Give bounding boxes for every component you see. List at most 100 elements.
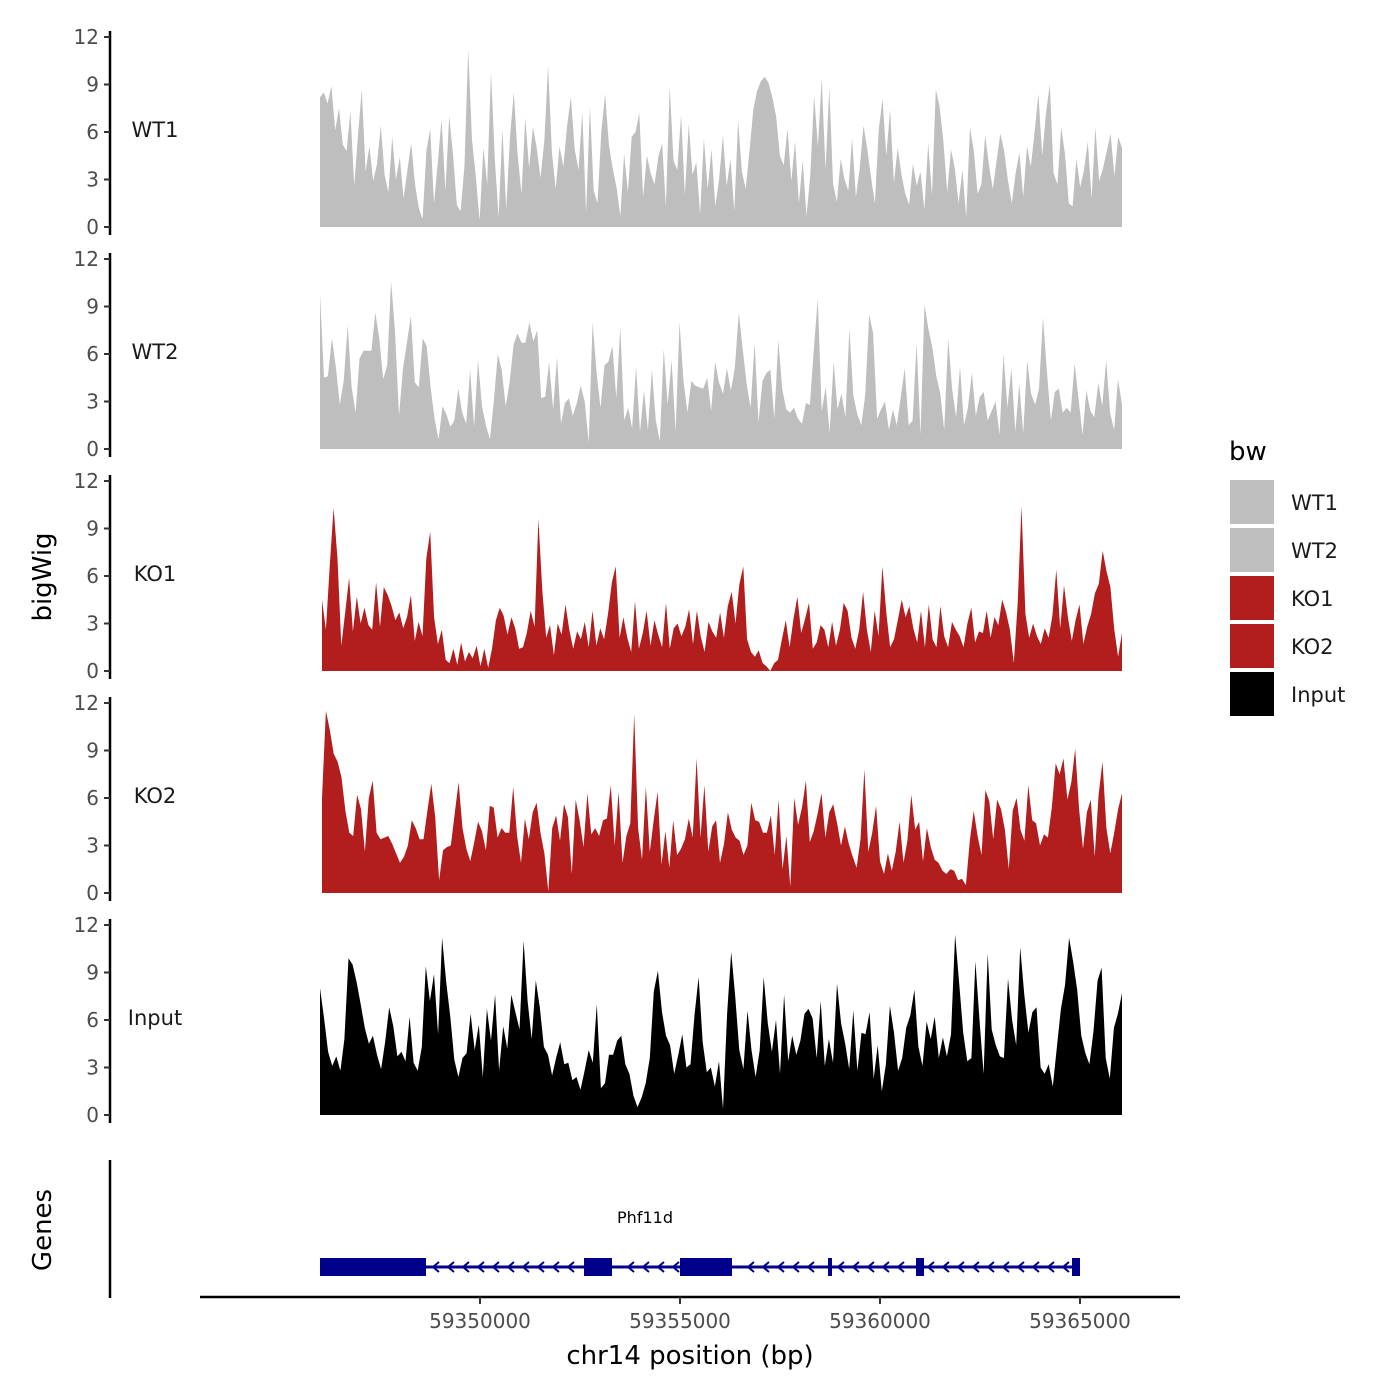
signal-tracks: 0 3 6 9 12 WT1 0 3 6 9 12 WT2 0 3 6 9 12 KO1 0 3 6 9 12 KO2 0 3 6 9…	[74, 25, 1122, 1127]
track-wt1-tick-label-0: 0	[86, 215, 99, 239]
track-input: 0 3 6 9 12 Input	[74, 913, 1122, 1127]
legend-label-wt1: WT1	[1291, 491, 1338, 515]
strand-arrow-icon	[1001, 1261, 1010, 1273]
track-ko1-label: KO1	[134, 562, 177, 586]
strand-arrow-icon	[1016, 1261, 1025, 1273]
strand-arrow-icon	[851, 1261, 860, 1273]
genes-axis-title: Genes	[28, 1189, 58, 1271]
track-ko1-tick-label-6: 6	[86, 564, 99, 588]
strand-arrow-icon	[506, 1261, 515, 1273]
strand-arrow-icon	[941, 1261, 950, 1273]
strand-arrow-icon	[656, 1261, 665, 1273]
legend-swatch-ko1	[1230, 576, 1274, 620]
strand-arrow-icon	[536, 1261, 545, 1273]
strand-arrow-icon	[806, 1261, 815, 1273]
track-ko2-tick-label-12: 12	[74, 691, 99, 715]
gene-phf11d: Phf11d	[320, 1208, 1080, 1276]
track-wt2-tick-label-6: 6	[86, 342, 99, 366]
strand-arrow-icon	[791, 1261, 800, 1273]
strand-arrow-icon	[551, 1261, 560, 1273]
strand-arrow-icon	[671, 1261, 680, 1273]
x-tick-label-59365000: 59365000	[1029, 1309, 1131, 1333]
track-ko2: 0 3 6 9 12 KO2	[74, 691, 1122, 905]
gene-exon-1	[320, 1258, 388, 1276]
strand-arrow-icon	[1031, 1261, 1040, 1273]
legend-swatch-input	[1230, 672, 1274, 716]
track-input-tick-label-6: 6	[86, 1008, 99, 1032]
track-ko1: 0 3 6 9 12 KO1	[74, 469, 1122, 683]
strand-arrow-icon	[761, 1261, 770, 1273]
track-ko2-tick-label-6: 6	[86, 786, 99, 810]
gene-exon-4	[680, 1258, 732, 1276]
strand-arrow-icon	[1061, 1261, 1070, 1273]
track-wt1-label: WT1	[132, 118, 179, 142]
track-input-area	[320, 934, 1122, 1115]
strand-arrow-icon	[491, 1261, 500, 1273]
strand-arrow-icon	[521, 1261, 530, 1273]
strand-arrow-icon	[626, 1261, 635, 1273]
gene-track: Phf11d	[108, 1160, 1080, 1298]
strand-arrow-icon	[776, 1261, 785, 1273]
track-ko1-area	[322, 506, 1122, 671]
strand-arrow-icon	[446, 1261, 455, 1273]
x-tick-label-59350000: 59350000	[429, 1309, 531, 1333]
strand-arrow-icon	[881, 1261, 890, 1273]
track-wt1-tick-label-3: 3	[86, 168, 99, 192]
track-ko1-tick-label-12: 12	[74, 469, 99, 493]
legend-title: bw	[1229, 437, 1267, 467]
track-ko2-label: KO2	[134, 784, 177, 808]
x-axis: 59350000 59355000 59360000 59365000	[200, 1295, 1180, 1333]
gene-name-label: Phf11d	[617, 1208, 673, 1227]
y-axis-title: bigWig	[28, 532, 58, 621]
legend-swatch-wt1	[1230, 480, 1274, 524]
track-wt2-tick-label-9: 9	[86, 295, 99, 319]
strand-arrow-icon	[461, 1261, 470, 1273]
strand-arrow-icon	[566, 1261, 575, 1273]
strand-arrow-icon	[836, 1261, 845, 1273]
strand-arrow-icon	[986, 1261, 995, 1273]
gene-exon-5	[828, 1258, 832, 1276]
legend-swatch-wt2	[1230, 528, 1274, 572]
gene-exon-2	[388, 1258, 426, 1276]
track-input-label: Input	[128, 1006, 182, 1030]
track-ko2-tick-label-9: 9	[86, 739, 99, 763]
strand-arrow-icon	[431, 1261, 440, 1273]
legend-swatch-ko2	[1230, 624, 1274, 668]
track-ko2-area	[322, 710, 1122, 893]
strand-arrow-icon	[956, 1261, 965, 1273]
track-ko1-tick-label-9: 9	[86, 517, 99, 541]
gene-exon-7	[1072, 1258, 1080, 1276]
track-wt2-area	[320, 281, 1122, 449]
track-wt1-tick-label-6: 6	[86, 120, 99, 144]
track-wt2-tick-label-0: 0	[86, 437, 99, 461]
track-input-tick-label-9: 9	[86, 961, 99, 985]
strand-arrow-icon	[896, 1261, 905, 1273]
gene-exon-6	[916, 1258, 924, 1276]
x-tick-label-59355000: 59355000	[629, 1309, 731, 1333]
legend-label-ko1: KO1	[1291, 587, 1334, 611]
legend-label-input: Input	[1291, 683, 1345, 707]
track-wt2: 0 3 6 9 12 WT2	[74, 247, 1122, 461]
track-wt1-area	[320, 49, 1122, 228]
strand-arrow-icon	[1046, 1261, 1055, 1273]
track-wt1-tick-label-12: 12	[74, 25, 99, 49]
legend: bw WT1 WT2 KO1 KO2 Input	[1229, 437, 1345, 716]
strand-arrow-icon	[866, 1261, 875, 1273]
strand-arrow-icon	[971, 1261, 980, 1273]
track-wt1-tick-label-9: 9	[86, 73, 99, 97]
strand-arrow-icon	[641, 1261, 650, 1273]
x-axis-title: chr14 position (bp)	[566, 1341, 813, 1371]
track-wt2-tick-label-12: 12	[74, 247, 99, 271]
track-ko2-tick-label-0: 0	[86, 881, 99, 905]
legend-label-wt2: WT2	[1291, 539, 1338, 563]
track-input-tick-label-12: 12	[74, 913, 99, 937]
track-ko1-tick-label-3: 3	[86, 612, 99, 636]
gene-exon-3	[584, 1258, 612, 1276]
track-input-tick-label-3: 3	[86, 1056, 99, 1080]
strand-arrow-icon	[476, 1261, 485, 1273]
track-ko1-tick-label-0: 0	[86, 659, 99, 683]
track-wt2-tick-label-3: 3	[86, 390, 99, 414]
track-wt1: 0 3 6 9 12 WT1	[74, 25, 1122, 239]
x-tick-label-59360000: 59360000	[829, 1309, 931, 1333]
